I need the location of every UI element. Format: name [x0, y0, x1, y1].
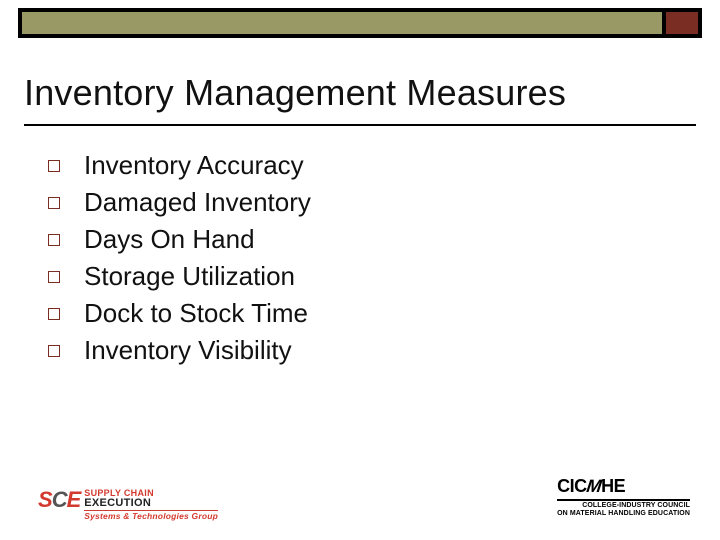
cicmhe-logo: CICMHE COLLEGE-INDUSTRY COUNCIL ON MATER…	[557, 477, 690, 518]
bullet-text: Damaged Inventory	[84, 187, 311, 218]
list-item: Dock to Stock Time	[48, 298, 648, 329]
sce-mark: SCE	[38, 489, 80, 511]
bullet-box-icon	[48, 345, 60, 357]
list-item: Days On Hand	[48, 224, 648, 255]
bullet-text: Inventory Accuracy	[84, 150, 304, 181]
sce-line2: EXECUTION	[84, 498, 218, 509]
bullet-box-icon	[48, 197, 60, 209]
sce-logo: SCE SUPPLY CHAIN EXECUTION Systems & Tec…	[38, 489, 238, 521]
header-decoration	[0, 0, 720, 48]
list-item: Inventory Visibility	[48, 335, 648, 366]
cicmhe-sub: COLLEGE-INDUSTRY COUNCIL ON MATERIAL HAN…	[557, 499, 690, 518]
bullet-box-icon	[48, 234, 60, 246]
sce-letter-e: E	[67, 487, 81, 512]
list-item: Damaged Inventory	[48, 187, 648, 218]
bullet-text: Days On Hand	[84, 224, 255, 255]
cicmhe-sub-line2: ON MATERIAL HANDLING EDUCATION	[557, 510, 690, 518]
sce-letter-s: S	[38, 487, 52, 512]
bullet-text: Dock to Stock Time	[84, 298, 308, 329]
bullet-box-icon	[48, 271, 60, 283]
sce-letter-c: C	[52, 487, 67, 512]
header-olive-strip	[22, 12, 662, 34]
cicmhe-mark: CICMHE	[557, 477, 625, 495]
list-item: Storage Utilization	[48, 261, 648, 292]
slide-title: Inventory Management Measures	[24, 72, 696, 126]
bullet-box-icon	[48, 308, 60, 320]
list-item: Inventory Accuracy	[48, 150, 648, 181]
bullet-list: Inventory Accuracy Damaged Inventory Day…	[48, 150, 648, 372]
sce-text-block: SUPPLY CHAIN EXECUTION Systems & Technol…	[84, 489, 218, 521]
bullet-text: Storage Utilization	[84, 261, 295, 292]
sce-line3: Systems & Technologies Group	[84, 510, 218, 521]
bullet-box-icon	[48, 160, 60, 172]
footer-left-logo: SCE SUPPLY CHAIN EXECUTION Systems & Tec…	[38, 489, 238, 521]
bullet-text: Inventory Visibility	[84, 335, 292, 366]
header-maroon-block	[666, 12, 698, 34]
footer-right-logo: CICMHE COLLEGE-INDUSTRY COUNCIL ON MATER…	[530, 477, 690, 520]
cicmhe-sub-line1: COLLEGE-INDUSTRY COUNCIL	[557, 502, 690, 510]
